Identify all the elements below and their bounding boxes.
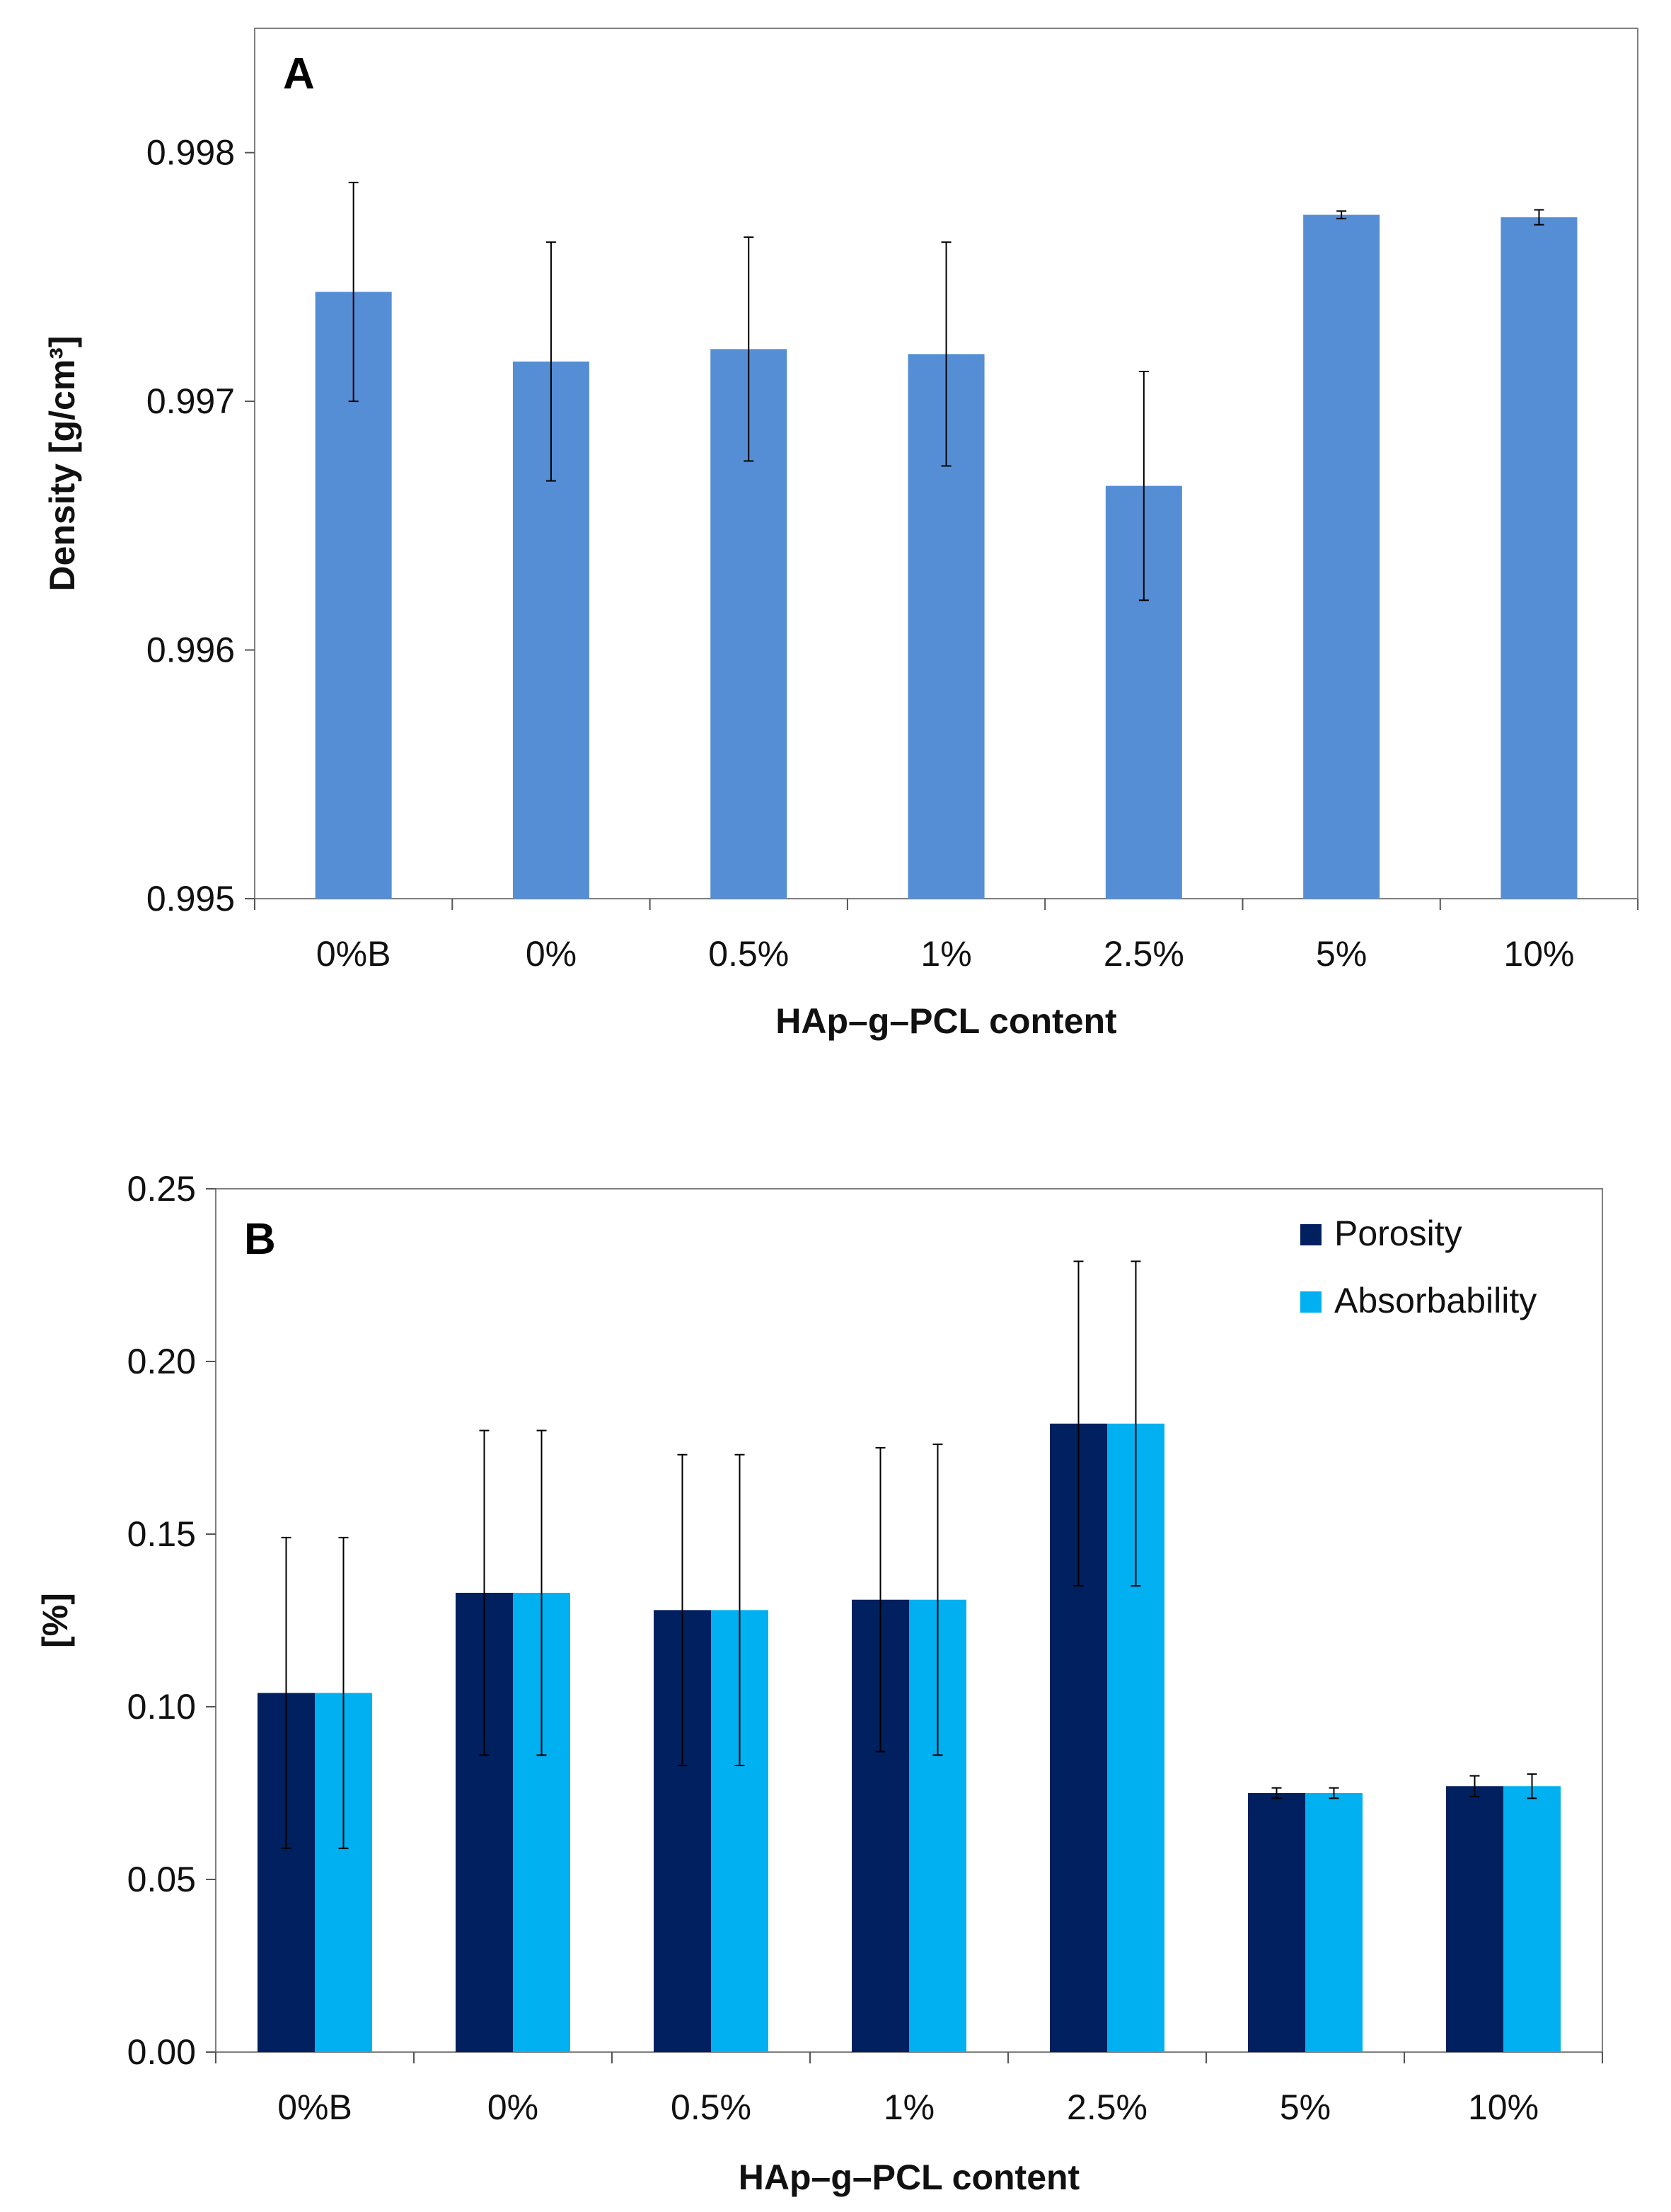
x-tick-label: 5% [1316, 934, 1367, 974]
x-tick-label: 0% [526, 934, 577, 974]
legend-label-porosity: Porosity [1334, 1214, 1462, 1253]
x-tick-label: 10% [1503, 934, 1574, 974]
x-tick-label: 5% [1280, 2087, 1331, 2127]
x-axis-title: HAp–g–PCL content [739, 2158, 1080, 2197]
y-tick-label: 0.998 [146, 133, 235, 173]
y-axis-title: [%] [35, 1593, 75, 1648]
x-tick-label: 1% [920, 934, 971, 974]
y-tick-label: 0.25 [127, 1169, 196, 1209]
x-tick-label: 2.5% [1067, 2087, 1147, 2127]
x-tick-label: 0.5% [708, 934, 789, 974]
x-tick-label: 0.5% [671, 2087, 751, 2127]
y-tick-label: 0.10 [127, 1687, 196, 1727]
x-tick-label: 1% [884, 2087, 935, 2127]
legend-swatch-absorbability [1300, 1291, 1322, 1313]
y-axis-title: Density [g/cm³] [42, 335, 82, 591]
y-tick-label: 0.15 [127, 1514, 196, 1554]
x-tick-label: 0%B [277, 2087, 352, 2127]
x-tick-label: 2.5% [1104, 934, 1184, 974]
y-tick-label: 0.00 [127, 2032, 196, 2072]
y-tick-label: 0.995 [146, 879, 235, 918]
legend-label-absorbability: Absorbability [1334, 1281, 1537, 1320]
x-tick-label: 0% [487, 2087, 538, 2127]
panel-letter: B [244, 1215, 276, 1264]
y-tick-label: 0.05 [127, 1860, 196, 1899]
bar-density-5 [1303, 214, 1380, 899]
y-tick-label: 0.997 [146, 381, 235, 421]
panel-letter: A [283, 50, 315, 98]
y-tick-label: 0.996 [146, 630, 235, 670]
x-tick-label: 0%B [316, 934, 391, 974]
chart-panel-a: 0.995 0.996 0.997 0.998 0%B 0% 0.5% 1% 2.5% 5% 10%… [42, 28, 1639, 1041]
legend-swatch-porosity [1300, 1224, 1322, 1245]
bar-porosity-6 [1446, 1786, 1503, 2052]
chart-panel-b: 0.00 0.05 0.10 0.15 0.20 0.25 0%B 0% 0.5% 1% 2.5% 5… [35, 1169, 1603, 2197]
y-tick-label: 0.20 [127, 1342, 196, 1381]
bar-porosity-5 [1248, 1793, 1305, 2052]
bar-absorbability-6 [1503, 1786, 1561, 2052]
x-tick-label: 10% [1468, 2087, 1539, 2127]
x-axis-title: HAp–g–PCL content [775, 1001, 1117, 1041]
legend: Porosity Absorbability [1300, 1214, 1537, 1320]
bar-density-6 [1501, 217, 1578, 899]
bar-absorbability-5 [1305, 1793, 1363, 2052]
